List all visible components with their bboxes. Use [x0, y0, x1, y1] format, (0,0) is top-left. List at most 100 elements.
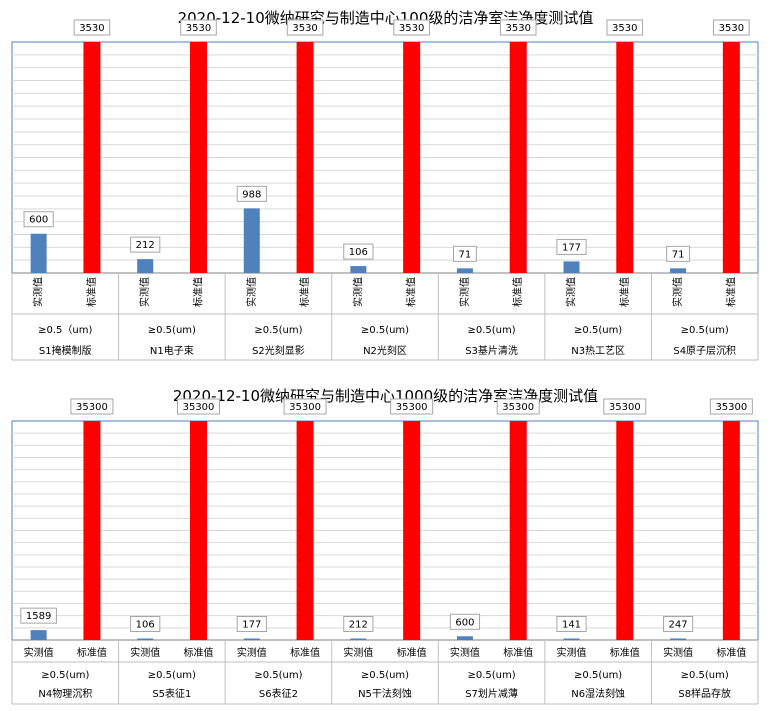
- c1-data-label-measured: 600: [29, 215, 48, 226]
- c2-data-label-measured: 177: [242, 620, 261, 631]
- c2-group-name: S7划片减薄: [465, 687, 518, 700]
- c1-size-label: ≥0.5(um): [574, 325, 622, 336]
- c2-tick-label-standard: 标准值: [397, 646, 427, 659]
- c1-group-name: N2光刻区: [363, 344, 407, 357]
- c2-bar-standard: [616, 421, 634, 640]
- c1-group-name: N1电子束: [150, 344, 194, 357]
- c1-size-label: ≥0.5(um): [681, 325, 729, 336]
- c1-size-label: ≥0.5(um): [467, 325, 515, 336]
- c1-data-label-measured: 106: [349, 247, 368, 258]
- c1-data-label-standard: 3530: [292, 23, 317, 34]
- c2-tick-label-measured: 实测值: [237, 646, 267, 659]
- c2-group-name: N4物理沉积: [38, 687, 92, 700]
- c1-bar-standard: [296, 42, 314, 273]
- c1-data-label-measured-box: [556, 238, 587, 255]
- c2-data-label-measured-box: [20, 607, 57, 624]
- c2-data-label-standard: 35300: [715, 402, 747, 413]
- c1-data-label-standard-box: [606, 19, 644, 36]
- c2-size-label: ≥0.5(um): [148, 670, 196, 681]
- c1-data-label-measured-box: [453, 245, 477, 262]
- c1-tick-label-measured: 实测值: [245, 277, 258, 307]
- c1-bar-standard: [190, 42, 207, 273]
- c2-data-label-measured-box: [130, 616, 161, 632]
- c1-bar-measured: [350, 266, 367, 273]
- c2-bar-measured: [670, 638, 687, 640]
- c2-data-label-measured: 106: [136, 620, 155, 631]
- c1-tick-label-standard: 标准值: [724, 277, 737, 307]
- c2-size-label: ≥0.5(um): [41, 670, 89, 681]
- c2-tick-label-standard: 标准值: [290, 646, 320, 659]
- c1-group-name: N3热工艺区: [571, 344, 625, 357]
- c2-data-label-standard-box: [390, 398, 434, 415]
- c2-data-label-measured: 212: [349, 620, 368, 631]
- c1-bar-measured: [670, 268, 687, 273]
- c2-group-name: N6湿法刻蚀: [571, 687, 625, 700]
- c2-tick-label-measured: 实测值: [130, 646, 160, 659]
- c2-data-label-standard: 35300: [502, 402, 534, 413]
- c2-size-label: ≥0.5(um): [361, 670, 409, 681]
- c2-bar-measured: [350, 638, 367, 640]
- c1-tick-label-measured: 实测值: [138, 277, 151, 307]
- c2-bar-measured: [243, 638, 260, 640]
- c1-data-label-measured-box: [23, 211, 54, 228]
- c1-size-label: ≥0.5(um): [361, 325, 409, 336]
- c1-group-name: S2光刻显影: [252, 344, 305, 357]
- c2-group-name: S5表征1: [152, 687, 191, 700]
- c1-data-label-measured: 988: [242, 189, 261, 200]
- c2-data-label-standard-box: [70, 398, 114, 415]
- c2-bar-standard: [403, 421, 421, 640]
- c1-bar-measured: [456, 268, 473, 273]
- c2-tick-label-measured: 实测值: [450, 646, 480, 659]
- c1-data-label-measured-box: [666, 245, 690, 262]
- c2-bar-standard: [509, 421, 527, 640]
- c2-bar-standard: [296, 421, 314, 640]
- c2-data-label-standard-box: [496, 398, 540, 415]
- c1-data-label-standard: 3530: [612, 23, 637, 34]
- c1-data-label-standard-box: [393, 19, 430, 36]
- c1-data-label-measured-box: [343, 243, 374, 260]
- c2-data-label-measured: 600: [455, 617, 474, 628]
- c1-tick-label-measured: 实测值: [458, 277, 471, 307]
- c2-group-name: S6表征2: [259, 687, 298, 700]
- c1-data-label-measured: 212: [136, 240, 155, 251]
- c2-tick-label-standard: 标准值: [77, 646, 107, 659]
- c1-bar-standard: [83, 42, 101, 273]
- c2-size-label: ≥0.5(um): [254, 670, 302, 681]
- c2-bar-measured: [563, 638, 580, 640]
- c2-data-label-measured: 1589: [26, 611, 51, 622]
- c2-tick-label-standard: 标准值: [503, 646, 533, 659]
- c1-group-name: S1掩模制版: [39, 344, 92, 357]
- c2-data-label-measured-box: [449, 613, 481, 630]
- c1-data-label-standard-box: [499, 19, 537, 36]
- c2-data-label-standard-box: [709, 398, 753, 415]
- c1-tick-label-standard: 标准值: [618, 277, 631, 307]
- c2-data-label-measured-box: [343, 616, 374, 632]
- c2-tick-label-standard: 标准值: [610, 646, 640, 659]
- c2-data-label-standard: 35300: [76, 402, 108, 413]
- c2-size-label: ≥0.5(um): [574, 670, 622, 681]
- c1-data-label-standard-box: [286, 19, 324, 36]
- c1-tick-label-measured: 实测值: [671, 277, 684, 307]
- c2-data-label-measured-box: [556, 616, 587, 632]
- c1-data-label-standard-box: [713, 19, 750, 36]
- c1-data-label-measured: 71: [459, 249, 472, 260]
- c2-bar-measured: [137, 638, 154, 640]
- c2-bar-standard: [83, 421, 101, 640]
- c1-data-label-standard-box: [180, 19, 217, 36]
- c1-group-name: S3基片清洗: [465, 344, 518, 357]
- c1-data-label-standard: 3530: [79, 23, 104, 34]
- c1-size-label: ≥0.5(um): [254, 325, 302, 336]
- c2-group-name: N5干法刻蚀: [358, 687, 412, 700]
- chart-1: 600 3530 实测值 标准值 ≥0.5（um) S1掩模制版 212 3530 实测值 标准值…: [11, 19, 759, 361]
- c1-data-label-standard: 3530: [399, 23, 424, 34]
- c1-size-label: ≥0.5（um): [38, 324, 92, 336]
- c1-tick-label-standard: 标准值: [511, 277, 524, 307]
- c1-tick-label-measured: 实测值: [565, 277, 578, 307]
- c1-bar-measured: [30, 233, 47, 273]
- c1-data-label-standard-box: [73, 19, 111, 36]
- c2-tick-label-measured: 实测值: [663, 646, 693, 659]
- c2-bar-standard: [190, 421, 207, 640]
- c2-data-label-standard-box: [283, 398, 327, 415]
- c1-tick-label-measured: 实测值: [32, 277, 45, 307]
